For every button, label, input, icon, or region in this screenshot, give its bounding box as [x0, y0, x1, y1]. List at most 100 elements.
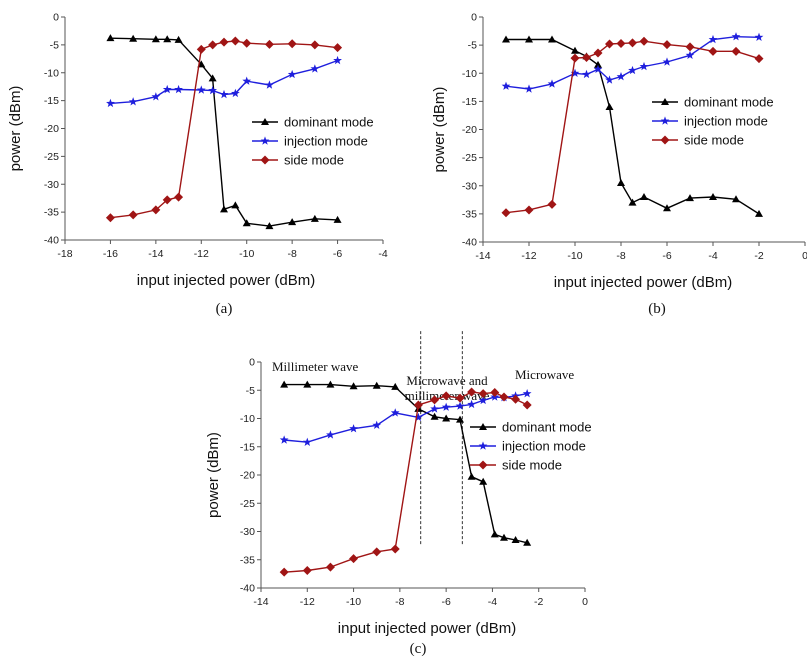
x-tick-label: 0: [802, 250, 807, 262]
data-point: [708, 34, 718, 44]
legend-marker: [660, 135, 670, 145]
data-point: [731, 32, 741, 41]
data-point: [662, 57, 672, 66]
data-point: [628, 38, 637, 48]
y-axis-label: power (dBm): [205, 432, 222, 518]
x-tick-label: -10: [567, 250, 582, 262]
y-tick-label: 0: [53, 12, 59, 24]
data-point: [287, 39, 297, 49]
data-point: [265, 222, 274, 230]
y-tick-label: -25: [44, 151, 59, 163]
legend-label: dominant mode: [684, 95, 774, 110]
series-injection-mode: [106, 55, 342, 108]
data-point: [754, 54, 764, 64]
data-point: [279, 435, 289, 444]
data-point: [105, 213, 115, 223]
data-point: [196, 44, 206, 54]
data-point: [570, 68, 580, 77]
data-point: [640, 193, 648, 200]
x-tick-label: -12: [194, 248, 209, 260]
series-side-mode: [279, 387, 532, 577]
data-point: [264, 39, 274, 49]
legend: dominant mode injection mode side mode: [252, 115, 374, 168]
x-tick-label: -12: [300, 596, 315, 608]
legend-marker: [660, 116, 670, 125]
data-point: [499, 392, 509, 402]
data-point: [151, 92, 161, 101]
x-axis-label: input injected power (dBm): [338, 620, 516, 637]
data-point: [174, 192, 184, 202]
x-tick-label: -14: [253, 596, 268, 608]
chart-2: 0-5-10-15-20-25-30-35-40-14 -12 -10 -8 -6 -4-…: [205, 331, 592, 657]
y-tick-label: -5: [246, 385, 255, 397]
x-tick-label: 0: [582, 596, 588, 608]
data-point: [571, 46, 579, 54]
region-annotation: Millimeter wave: [272, 359, 359, 374]
data-point: [662, 40, 672, 50]
data-point: [501, 81, 511, 90]
y-tick-label: -10: [44, 67, 59, 79]
x-tick-label: -14: [148, 248, 163, 260]
panel-caption: (a): [216, 301, 233, 317]
data-point: [709, 193, 717, 200]
x-tick-label: -4: [708, 250, 717, 262]
legend-label: injection mode: [284, 134, 368, 149]
data-point: [333, 43, 343, 53]
data-point: [310, 40, 320, 50]
legend-marker: [260, 136, 270, 145]
legend-label: side mode: [502, 458, 562, 473]
x-tick-label: -18: [57, 248, 72, 260]
y-tick-label: -20: [462, 124, 477, 136]
series-side-mode: [105, 36, 343, 223]
data-point: [242, 76, 252, 85]
data-point: [594, 60, 602, 68]
legend-marker: [661, 98, 669, 105]
chart-0: 0 -5 -10 -15 -20 -25 -30 -35 -40-18 -16 -14 -12 -10 -…: [7, 12, 388, 318]
data-point: [208, 74, 217, 82]
data-point: [490, 388, 500, 398]
x-tick-label: -6: [333, 248, 342, 260]
data-point: [162, 84, 172, 94]
legend-label: side mode: [284, 153, 344, 168]
data-point: [663, 204, 671, 212]
data-point: [686, 194, 694, 202]
x-tick-label: -14: [475, 250, 490, 262]
data-point: [479, 477, 488, 485]
x-tick-label: -6: [441, 596, 450, 608]
y-tick-label: -35: [240, 554, 255, 566]
legend-marker: [478, 460, 488, 470]
data-point: [349, 424, 358, 433]
data-point: [685, 42, 695, 52]
y-tick-label: -15: [462, 96, 477, 108]
data-point: [524, 84, 534, 93]
series-line: [284, 383, 528, 544]
data-point: [478, 389, 488, 399]
x-tick-label: -10: [346, 596, 361, 608]
series-line: [284, 392, 528, 443]
data-point: [593, 64, 603, 74]
x-tick-label: -16: [103, 248, 118, 260]
data-point: [219, 89, 229, 99]
data-point: [511, 535, 520, 543]
y-tick-label: -10: [462, 68, 477, 80]
series-injection-mode: [501, 32, 764, 93]
data-point: [288, 218, 297, 226]
data-point: [570, 53, 580, 63]
panel-caption: (b): [648, 301, 666, 317]
x-tick-label: -6: [662, 250, 671, 262]
panel-caption: (c): [410, 641, 427, 657]
series-dominant-mode: [502, 35, 763, 217]
data-point: [151, 205, 161, 215]
data-point: [502, 35, 510, 43]
data-point: [151, 35, 160, 43]
data-point: [639, 36, 649, 46]
series-injection-mode: [279, 389, 532, 446]
data-point: [628, 198, 637, 206]
data-point: [708, 46, 718, 56]
data-point: [731, 46, 741, 56]
data-point: [467, 472, 476, 480]
y-tick-label: -40: [240, 583, 255, 595]
data-point: [523, 538, 532, 546]
data-point: [310, 214, 319, 222]
data-point: [390, 408, 400, 417]
